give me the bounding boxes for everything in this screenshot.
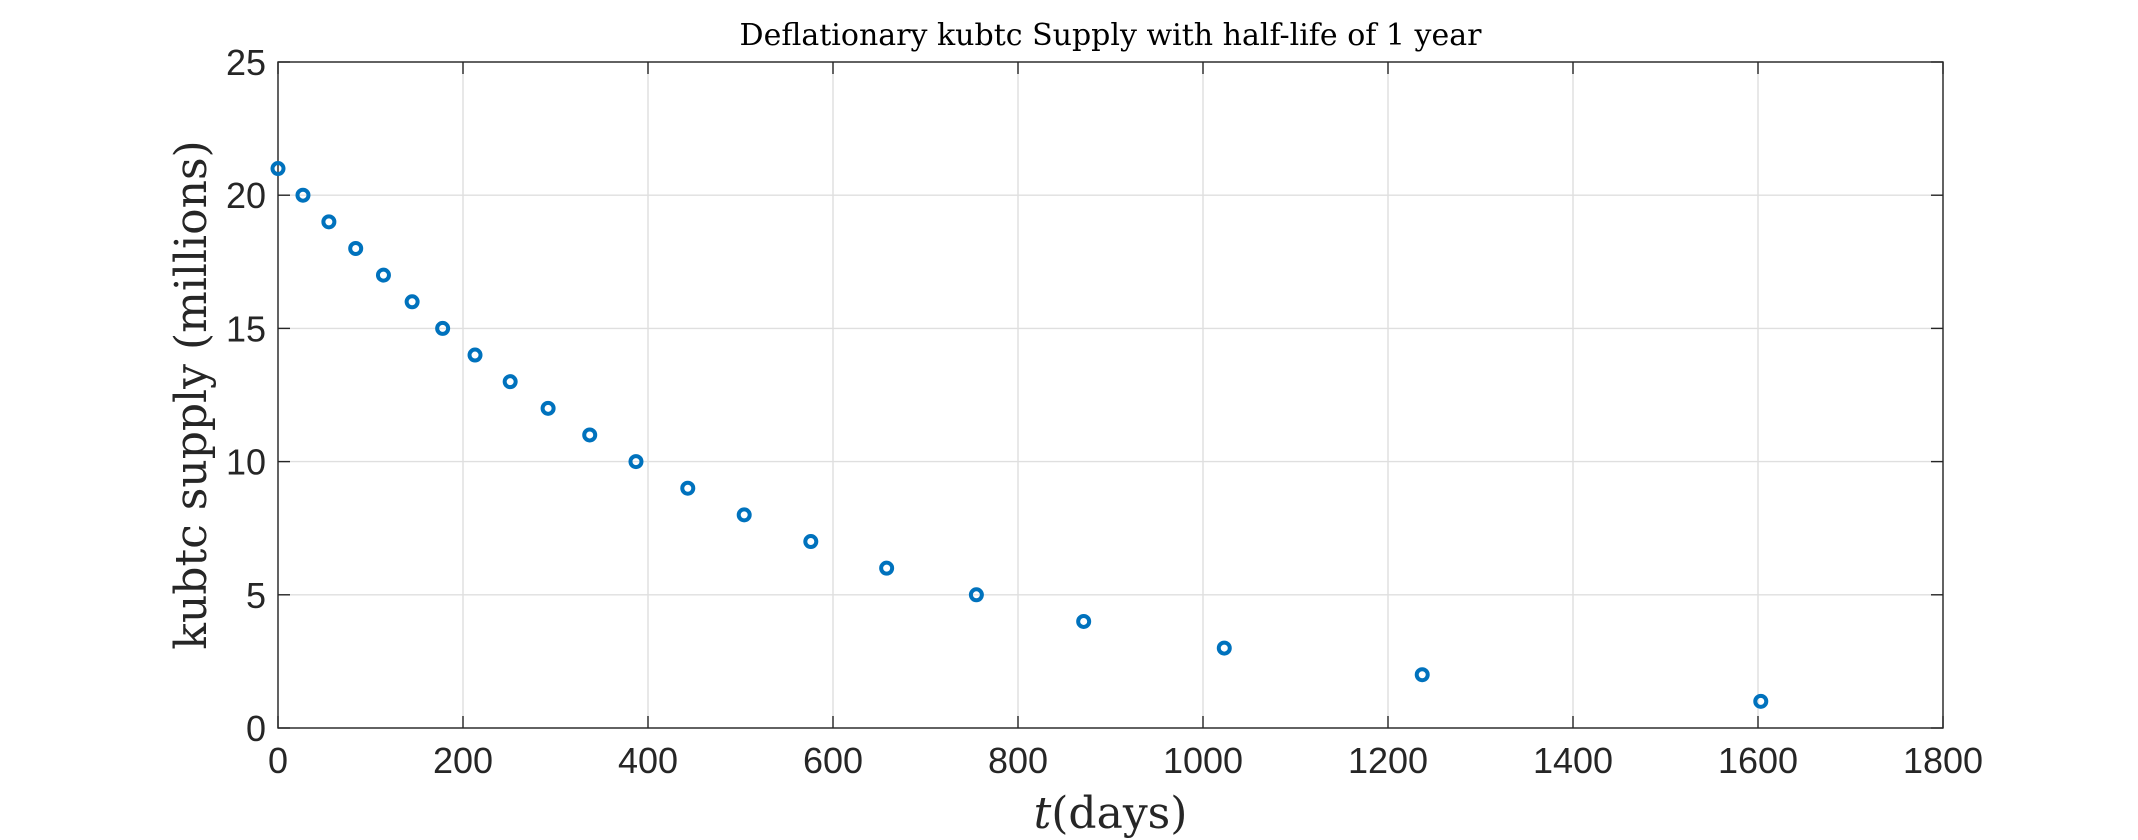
- grid: [277, 61, 1944, 729]
- axis-ticks: [277, 61, 1944, 729]
- data-point: [435, 320, 451, 336]
- y-tick-label: 5: [246, 575, 266, 616]
- x-axis-tick-labels: 0 200 400 600 800 1000 1200 1400 1600 1800: [268, 740, 1983, 781]
- data-point: [540, 400, 556, 416]
- y-axis-label: kubtc supply (millions): [166, 140, 217, 649]
- data-point: [375, 267, 391, 283]
- x-axis-variable: t: [1034, 788, 1052, 839]
- data-point: [879, 560, 895, 576]
- x-tick-label: 1200: [1348, 740, 1428, 781]
- x-tick-label: 600: [803, 740, 863, 781]
- data-point: [628, 454, 644, 470]
- y-tick-label: 15: [226, 308, 266, 349]
- x-tick-label: 200: [433, 740, 493, 781]
- y-tick-label: 10: [226, 442, 266, 483]
- data-point: [1216, 640, 1232, 656]
- x-axis-unit: (days): [1051, 788, 1187, 839]
- data-point: [968, 587, 984, 603]
- data-point: [270, 161, 286, 177]
- data-point: [348, 240, 364, 256]
- data-point: [321, 214, 337, 230]
- data-point: [582, 427, 598, 443]
- x-tick-label: 1800: [1903, 740, 1983, 781]
- y-tick-label: 25: [226, 42, 266, 83]
- data-point: [1076, 613, 1092, 629]
- data-point: [295, 187, 311, 203]
- data-point: [736, 507, 752, 523]
- data-point: [467, 347, 483, 363]
- x-tick-label: 0: [268, 740, 288, 781]
- data-point: [803, 534, 819, 550]
- data-point: [1414, 667, 1430, 683]
- data-point: [502, 374, 518, 390]
- plot-area: [277, 61, 1944, 729]
- data-point: [1753, 693, 1769, 709]
- x-tick-label: 1600: [1718, 740, 1798, 781]
- chart-title: Deflationary kubtc Supply with half-life…: [740, 18, 1483, 53]
- y-tick-label: 0: [246, 708, 266, 749]
- x-tick-label: 400: [618, 740, 678, 781]
- y-tick-label: 20: [226, 175, 266, 216]
- data-series: [270, 161, 1769, 709]
- x-axis-label: t(days): [1034, 788, 1188, 839]
- x-tick-label: 1000: [1163, 740, 1243, 781]
- y-axis-tick-labels: 0 5 10 15 20 25: [226, 42, 266, 749]
- data-point: [404, 294, 420, 310]
- x-tick-label: 800: [988, 740, 1048, 781]
- x-tick-label: 1400: [1533, 740, 1613, 781]
- data-point: [680, 480, 696, 496]
